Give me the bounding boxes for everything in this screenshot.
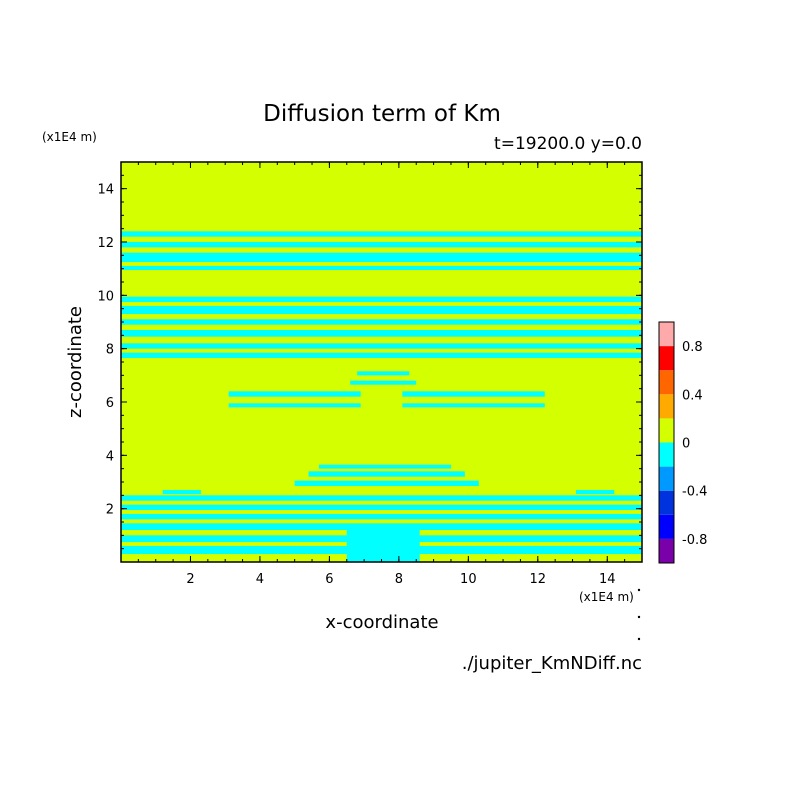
negative-band	[121, 514, 642, 520]
colorbar-segment	[659, 442, 674, 467]
x-tick-label: 12	[530, 572, 547, 587]
y-tick-label: 4	[106, 449, 114, 464]
colorbar-segment	[659, 394, 674, 419]
source-file-label: ./jupiter_KmNDiff.nc	[462, 653, 642, 674]
x-tick-label: 4	[256, 572, 264, 587]
colorbar-segment	[659, 346, 674, 371]
negative-band	[121, 319, 642, 325]
y-tick-label: 10	[97, 289, 114, 304]
colorbar-frame	[658, 321, 675, 564]
y-tick-label: 14	[97, 183, 114, 198]
colorbar-label: 0.8	[682, 340, 703, 355]
negative-band	[357, 371, 410, 376]
colorbar-segment	[659, 490, 674, 515]
x-axis-label: x-coordinate	[325, 612, 438, 633]
negative-band	[162, 490, 201, 494]
colorbar-label: 0.4	[682, 388, 703, 403]
negative-band	[308, 471, 465, 477]
colorbar-segment	[659, 538, 674, 563]
colorbar-label: 0	[682, 437, 690, 452]
y-axis: 2 4 6 8 10 12 14	[97, 174, 642, 550]
negative-band	[294, 480, 479, 486]
negative-band	[121, 242, 642, 248]
plot-area	[121, 162, 642, 562]
y-axis-label: z-coordinate	[65, 306, 86, 418]
marker-dot	[637, 637, 641, 641]
negative-band	[121, 343, 642, 349]
negative-band	[228, 403, 361, 408]
negative-band	[121, 504, 642, 510]
marker-dot	[637, 588, 641, 592]
negative-band	[346, 527, 420, 562]
negative-band	[402, 403, 545, 408]
plot-background	[121, 162, 642, 562]
negative-band	[576, 490, 615, 494]
negative-band	[318, 464, 451, 469]
negative-band	[402, 391, 545, 397]
x-unit-label: (x1E4 m)	[579, 590, 634, 604]
x-axis: 2 4 6 8 10 12 14	[137, 162, 626, 587]
negative-band	[121, 266, 642, 270]
y-tick-label: 6	[106, 396, 114, 411]
negative-band	[121, 523, 642, 530]
chart-subtitle: t=19200.0 y=0.0	[494, 134, 642, 154]
x-tick-label: 2	[186, 572, 194, 587]
y-tick-label: 8	[106, 343, 114, 358]
colorbar-segment	[659, 514, 674, 539]
negative-band	[121, 252, 642, 262]
negative-band	[121, 231, 642, 237]
marker-dots	[637, 588, 641, 641]
negative-band	[121, 330, 642, 337]
negative-band	[121, 296, 642, 302]
colorbar-segment	[659, 418, 674, 443]
negative-band	[350, 380, 417, 385]
y-unit-label: (x1E4 m)	[42, 130, 97, 144]
negative-band	[121, 306, 642, 314]
x-tick-label: 8	[395, 572, 403, 587]
colorbar-label: -0.4	[682, 485, 707, 500]
negative-band	[121, 495, 642, 501]
colorbar-segment	[659, 370, 674, 395]
colorbar-segment	[659, 466, 674, 491]
chart-title: Diffusion term of Km	[263, 101, 501, 127]
colorbar-segment	[659, 322, 674, 347]
negative-band	[121, 352, 642, 358]
marker-dot	[637, 615, 641, 619]
x-tick-label: 6	[325, 572, 333, 587]
y-tick-label: 12	[97, 236, 114, 251]
colorbar-label: -0.8	[682, 533, 707, 548]
x-tick-label: 10	[460, 572, 477, 587]
data-bands	[121, 231, 642, 562]
negative-band	[228, 391, 361, 397]
colorbar: -0.8 -0.4 0 0.4 0.8	[658, 321, 707, 564]
y-tick-label: 2	[106, 503, 114, 518]
x-tick-label: 14	[599, 572, 616, 587]
